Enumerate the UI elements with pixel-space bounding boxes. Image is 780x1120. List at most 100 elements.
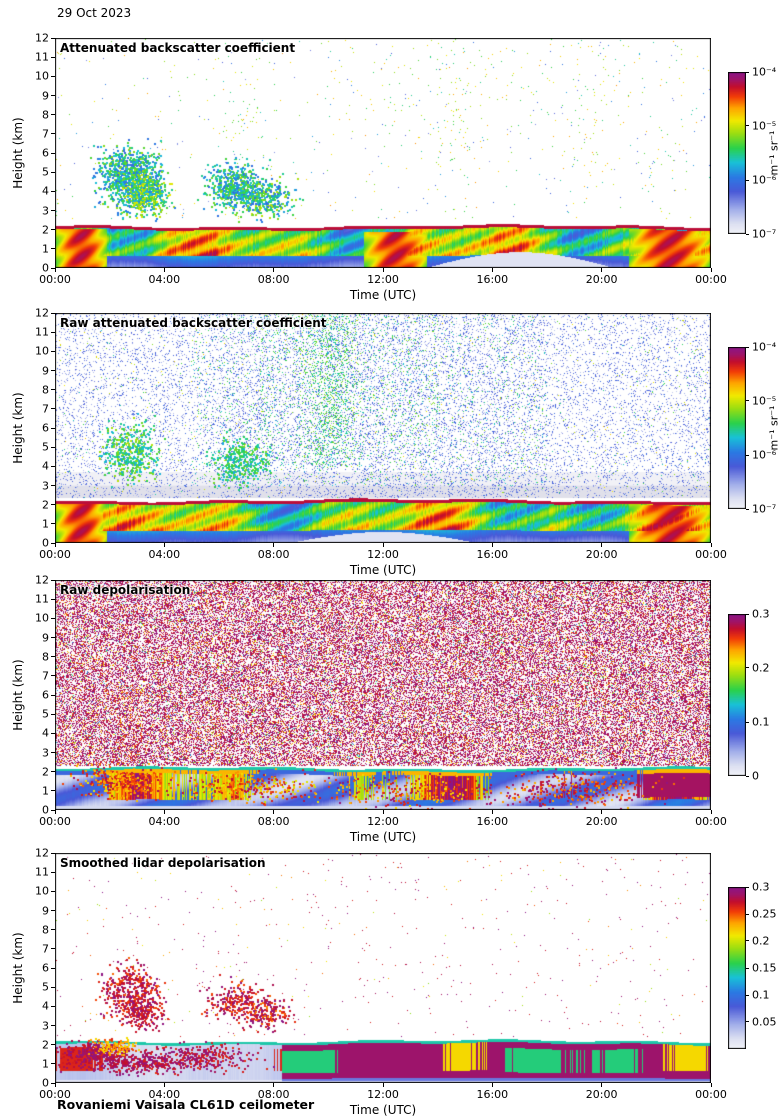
y-tick-mark [51,133,55,135]
x-tick-mark [382,543,384,547]
y-tick-label: 10 [35,344,49,358]
x-tick-label: 04:00 [148,815,181,828]
y-tick-label: 0 [42,261,49,275]
colorbar-tick-label: 0.3 [752,607,770,621]
x-axis-title: Time (UTC) [349,1103,417,1117]
x-tick-mark [710,1083,712,1087]
panel-title: Attenuated backscatter coefficient [60,41,296,55]
x-tick-label: 12:00 [367,815,399,828]
x-tick-mark [382,810,384,814]
y-tick-label: 1 [42,242,49,256]
y-tick-label: 10 [35,611,49,625]
y-tick-label: 11 [35,592,49,606]
colorbar-tick-mark [746,1021,749,1023]
x-tick-label: 00:00 [695,273,727,286]
x-tick-mark [491,1083,493,1087]
colorbar-tick-mark [746,125,749,127]
y-tick-label: 7 [42,402,49,416]
colorbar-tick-mark [746,400,749,402]
x-tick-mark [54,1083,56,1087]
colorbar-tick-mark [746,940,749,942]
colorbar-tick-mark [746,613,749,615]
heatmap-canvas [55,580,711,810]
y-axis-title: Height (km) [11,117,25,189]
x-tick-label: 04:00 [148,548,181,561]
x-tick-label: 00:00 [39,815,71,828]
y-tick-label: 3 [42,479,49,492]
y-tick-label: 0 [42,536,49,550]
colorbar-tick-label: 0.05 [752,1015,777,1029]
station-instrument-label: Rovaniemi Vaisala CL61D ceilometer [57,1097,315,1112]
plot-area: Smoothed lidar depolarisation 00:00 04:00… [35,847,777,1102]
x-axis-title: Time (UTC) [349,288,417,302]
panel-title: Raw attenuated backscatter coefficient [60,316,327,330]
colorbar-tick-mark [746,886,749,888]
y-tick-mark [51,890,55,892]
date-label: 29 Oct 2023 [57,6,132,20]
y-tick-mark [51,114,55,116]
x-tick-label: 08:00 [257,273,290,286]
colorbar-tick-mark [746,508,749,510]
x-tick-label: 12:00 [367,273,399,286]
colorbar-tick-mark [746,667,749,669]
y-tick-mark [51,910,55,911]
plot-area: Raw depolarisation 00:00 04:00 08:00 12:00 1… [35,574,770,829]
y-tick-mark [51,190,55,192]
y-tick-mark [51,446,55,448]
y-tick-mark [51,152,55,154]
y-tick-mark [51,790,55,792]
colorbar-tick-label: 0 [752,769,759,783]
y-tick-mark [51,267,55,269]
x-tick-label: 20:00 [585,815,618,828]
y-tick-mark [51,312,55,314]
y-tick-label: 7 [42,127,49,141]
y-tick-label: 6 [42,146,49,160]
y-axis-title: Height (km) [11,392,25,464]
colorbar-tick-label: 0.1 [752,988,770,1002]
y-tick-mark [51,1005,55,1007]
y-tick-mark [51,598,55,600]
y-tick-mark [51,523,55,525]
y-tick-mark [51,229,55,231]
x-tick-mark [163,810,165,814]
colorbar-tick-mark [746,775,749,777]
panel-title: Smoothed lidar depolarisation [60,856,266,870]
x-axis-title: Time (UTC) [349,563,417,577]
y-tick-label: 8 [42,650,49,664]
y-tick-mark [51,75,55,77]
x-tick-mark [54,543,56,547]
x-tick-mark [273,543,275,547]
y-tick-label: 8 [42,383,49,397]
heatmap-canvas [55,38,711,268]
y-tick-label: 2 [42,765,49,779]
colorbar-tick-mark [746,71,749,73]
y-tick-label: 4 [42,999,49,1013]
y-tick-mark [51,967,55,969]
y-tick-mark [51,1082,55,1084]
colorbar-tick-mark [746,994,749,996]
y-tick-mark [51,171,55,173]
y-tick-label: 2 [42,223,49,237]
y-tick-mark [51,771,55,773]
x-tick-label: 00:00 [39,1088,71,1101]
y-tick-mark [51,1044,55,1046]
plot-area: Attenuated backscatter coefficient 00:00… [35,32,780,287]
x-tick-mark [382,268,384,272]
y-tick-label: 9 [42,364,49,377]
x-tick-mark [601,1083,603,1087]
colorbar-tick-mark [746,454,749,456]
y-tick-label: 5 [42,980,49,994]
y-tick-mark [51,1063,55,1065]
y-tick-mark [51,389,55,391]
x-axis-title: Time (UTC) [349,830,417,844]
y-tick-label: 1 [42,784,49,798]
x-tick-label: 20:00 [585,273,618,286]
x-tick-mark [163,543,165,547]
y-tick-label: 12 [35,846,49,860]
y-tick-mark [51,617,55,619]
colorbar-tick-label: 10⁻⁴ [752,65,777,79]
y-tick-mark [51,504,55,506]
colorbar-tick-mark [746,233,749,235]
y-tick-mark [51,929,55,931]
